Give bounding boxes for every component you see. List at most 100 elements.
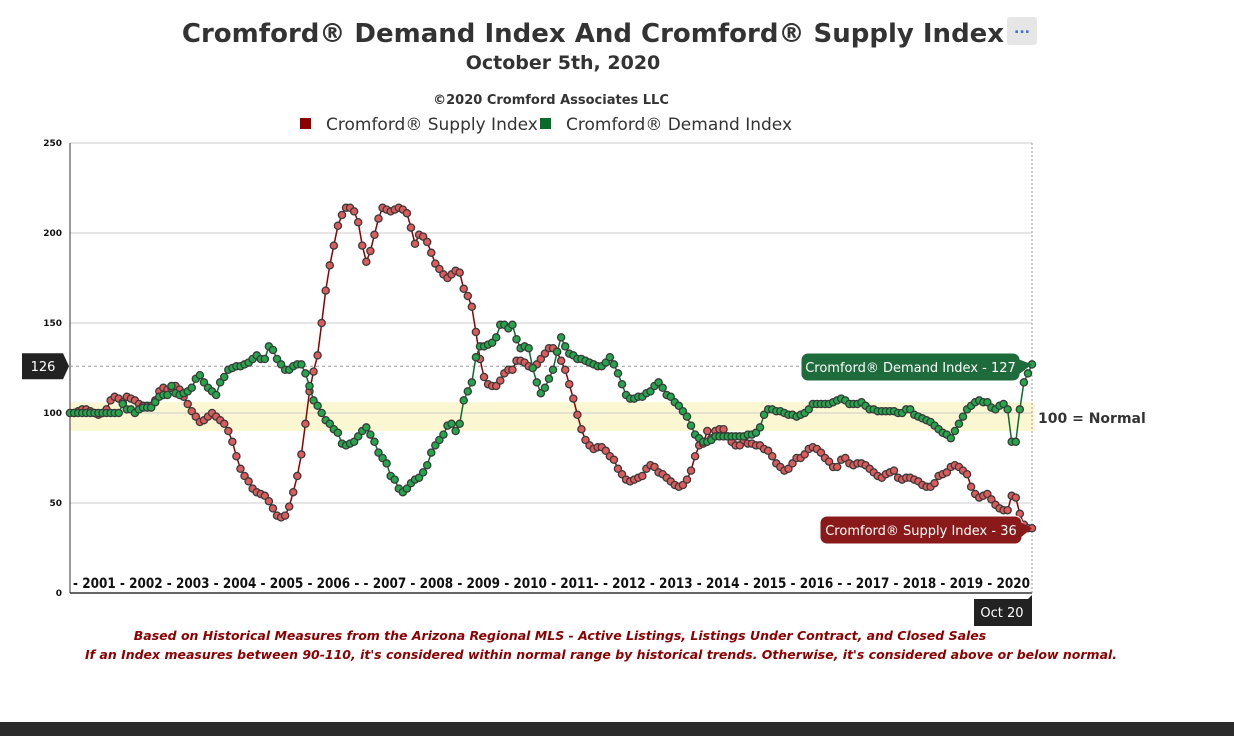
data-point [325, 261, 335, 270]
tooltip-pointer [1020, 522, 1032, 538]
data-point [950, 426, 960, 436]
legend-item-demand[interactable]: Cromford® Demand Index [540, 115, 792, 135]
data-point [431, 441, 440, 450]
data-point [536, 388, 546, 398]
data-point [382, 459, 391, 468]
data-point [410, 239, 420, 249]
data-point [362, 423, 371, 432]
y-tick-label: 200 [43, 229, 62, 239]
data-point [601, 446, 611, 456]
data-point [118, 399, 128, 409]
data-point [763, 446, 773, 456]
data-point [333, 221, 343, 231]
data-point [305, 381, 314, 391]
data-point [983, 397, 992, 407]
data-point [325, 419, 335, 429]
series-supply [65, 203, 1037, 533]
data-point [260, 491, 270, 501]
data-point [236, 464, 245, 474]
data-point [942, 468, 952, 477]
chart-subtitle: October 5th, 2020 [466, 52, 661, 74]
data-point [374, 214, 383, 223]
data-point [370, 230, 379, 240]
data-point [788, 459, 797, 468]
data-point [512, 334, 521, 344]
data-point [577, 424, 586, 434]
data-point [288, 487, 298, 497]
data-point [609, 360, 619, 369]
data-point [719, 424, 728, 434]
data-point [556, 356, 566, 366]
data-point [987, 495, 996, 504]
tooltip-pointer [1018, 359, 1032, 375]
data-point [467, 378, 477, 387]
data-point [674, 401, 684, 411]
data-point [682, 475, 692, 484]
data-point [682, 412, 692, 421]
data-point [463, 291, 473, 301]
data-point [366, 430, 375, 439]
data-point [333, 428, 343, 438]
data-point [211, 390, 221, 400]
data-point [613, 464, 623, 474]
data-point [402, 484, 412, 493]
footnote-2: If an Index measures between 90-110, it'… [85, 647, 1117, 662]
data-point [491, 381, 501, 391]
data-point [224, 426, 233, 436]
tooltip-text: Cromford® Supply Index - 36 [825, 524, 1017, 539]
data-point [609, 455, 619, 465]
data-point [824, 457, 834, 466]
y-tick-label: 150 [43, 319, 62, 329]
data-point [435, 264, 444, 274]
data-point [946, 433, 956, 443]
data-point [199, 378, 209, 387]
data-point [240, 471, 249, 481]
data-point [491, 333, 501, 342]
legend-marker-supply [300, 118, 311, 129]
data-point [272, 354, 282, 364]
data-point [1011, 493, 1021, 502]
legend-item-supply[interactable]: Cromford® Supply Index [300, 115, 538, 135]
data-point [301, 419, 310, 429]
data-point [983, 489, 992, 499]
tooltip-supply: Cromford® Supply Index - 36 [819, 515, 1032, 545]
tooltip-text: Cromford® Demand Index - 127 [805, 361, 1016, 376]
data-point [528, 363, 537, 373]
data-point [686, 421, 696, 430]
normal-range-label: 100 = Normal [1038, 411, 1146, 427]
data-point [150, 397, 160, 407]
data-point [962, 469, 972, 479]
data-point [581, 435, 590, 445]
chart-credit: ©2020 Cromford Associates LLC [433, 93, 669, 108]
data-point [784, 464, 793, 474]
chart-menu-button[interactable]: ... [1007, 17, 1037, 45]
data-point [841, 453, 850, 463]
data-point [317, 408, 326, 418]
data-point [313, 401, 322, 411]
y-tick-label: 0 [56, 589, 62, 599]
data-point [276, 360, 286, 369]
data-point [666, 392, 675, 402]
data-point [349, 437, 359, 447]
data-point [183, 399, 192, 409]
data-point [146, 403, 156, 412]
data-point [548, 365, 558, 375]
legend-label-supply[interactable]: Cromford® Supply Index [326, 115, 538, 135]
data-point [751, 428, 761, 438]
legend-label-demand[interactable]: Cromford® Demand Index [566, 115, 792, 135]
data-point [650, 462, 659, 472]
data-point [451, 426, 460, 436]
data-point [353, 432, 363, 441]
data-point [930, 478, 939, 488]
data-point [1011, 437, 1021, 447]
data-point [321, 286, 330, 295]
data-point [536, 354, 546, 364]
data-point [414, 473, 424, 483]
data-point [605, 352, 615, 362]
data-point [617, 379, 627, 389]
data-point [349, 207, 359, 216]
data-point [191, 412, 201, 421]
data-point [431, 259, 440, 268]
data-point [905, 405, 915, 414]
legend: Cromford® Supply Index Cromford® Demand … [300, 115, 792, 135]
